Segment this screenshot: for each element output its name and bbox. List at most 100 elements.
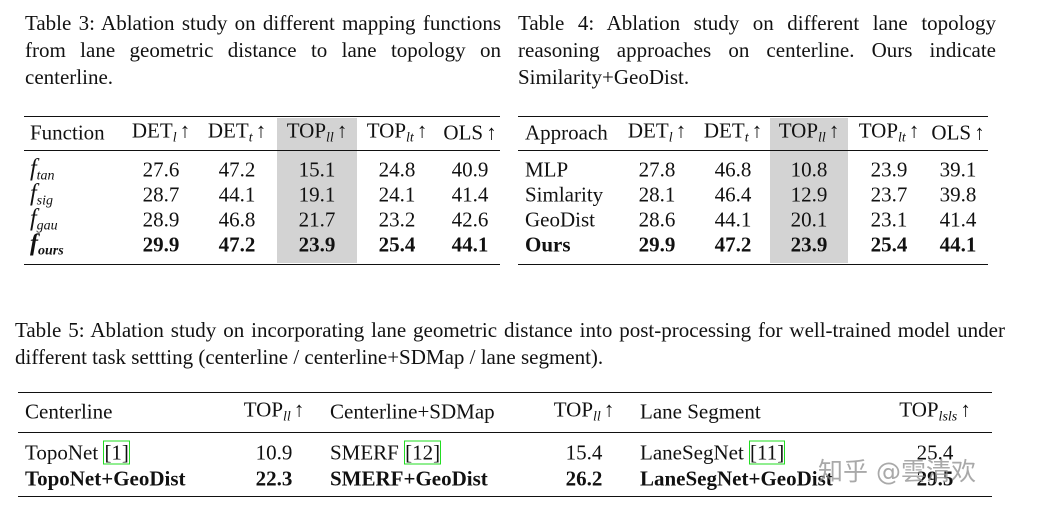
cell-text: SMERF: [330, 440, 399, 465]
table-cell: 25.4: [870, 232, 908, 257]
table-cell: SMERF+GeoDist: [330, 466, 488, 491]
cell-text: TOP: [243, 397, 284, 422]
table-cell: 24.1: [378, 182, 416, 207]
table-cell: 40.9: [451, 157, 489, 182]
arrow: ↑: [751, 118, 763, 143]
table-cell: Simlarity: [525, 182, 604, 207]
table-cell: LaneSegNet [11]: [640, 440, 786, 465]
table-cell: Approach: [525, 120, 608, 145]
table-cell: 28.7: [142, 182, 180, 207]
subscript: l: [172, 130, 177, 146]
subscript: lt: [406, 130, 414, 146]
table-rule: [18, 432, 992, 433]
table-cell: TOPlsls ↑: [899, 397, 971, 425]
arrow: ↑: [960, 397, 971, 422]
cell-text: f: [30, 155, 37, 182]
table-cell: Ours: [525, 232, 571, 257]
subscript: ll: [283, 409, 291, 425]
table-cell: 47.2: [218, 232, 256, 257]
table-rule: [518, 150, 988, 151]
citation-link[interactable]: [11]: [749, 440, 786, 465]
subscript: l: [668, 130, 673, 146]
highlight-column: [277, 118, 357, 263]
table-cell: 28.6: [638, 207, 676, 232]
table4-caption: Table 4: Ablation study on different lan…: [518, 11, 996, 89]
table-cell: 41.4: [451, 182, 489, 207]
table-cell: 46.4: [714, 182, 752, 207]
table5-caption: Table 5: Ablation study on incorporating…: [15, 318, 1005, 369]
table-cell: 23.2: [378, 207, 416, 232]
table-cell: 22.3: [255, 466, 293, 491]
table-cell: 46.8: [714, 157, 752, 182]
subscript: ll: [593, 409, 601, 425]
cell-text: LaneSegNet: [640, 440, 744, 465]
table-cell: 41.4: [939, 207, 977, 232]
arrow: ↑: [255, 118, 267, 143]
subscript: t: [248, 130, 253, 146]
table-cell: 20.1: [790, 207, 828, 232]
table-rule: [18, 392, 992, 393]
table-cell: 29.9: [638, 232, 676, 257]
table-cell: fgau: [30, 207, 58, 234]
table-cell: 39.1: [939, 157, 977, 182]
table-cell: 10.9: [255, 440, 293, 465]
table3-caption: Table 3: Ablation study on different map…: [25, 11, 501, 89]
table-cell: TOPll ↑: [778, 118, 840, 146]
cell-text: f: [30, 180, 37, 207]
table-cell: Centerline: [25, 399, 113, 424]
table-rule: [18, 496, 992, 497]
cell-text: TOP: [778, 118, 819, 143]
cell-text: TOP: [366, 118, 407, 143]
table-cell: 15.4: [565, 440, 603, 465]
table-cell: DETl ↑: [132, 120, 190, 146]
cell-text: DET: [627, 118, 669, 143]
table-cell: 12.9: [790, 182, 828, 207]
arrow: ↑: [293, 397, 305, 422]
table-cell: 15.1: [298, 157, 336, 182]
watermark: 知乎 @雲清欢: [818, 457, 976, 486]
table-cell: SMERF [12]: [330, 440, 442, 465]
subscript: lt: [898, 130, 906, 146]
table-cell: 44.1: [218, 182, 256, 207]
table-cell: 23.9: [298, 232, 336, 257]
table-cell: ftan: [30, 157, 55, 184]
table-cell: 19.1: [298, 182, 336, 207]
table-cell: 25.4: [916, 440, 954, 465]
cell-text: OLS: [443, 120, 484, 145]
table-cell: fsig: [30, 182, 53, 209]
table-cell: Lane Segment: [640, 399, 761, 424]
table-cell: DETt ↑: [704, 118, 763, 146]
subscript: t: [744, 130, 749, 146]
cell-text: OLS: [931, 120, 972, 145]
subscript: ll: [326, 130, 334, 146]
table-cell: GeoDist: [525, 207, 595, 232]
arrow: ↑: [416, 118, 428, 143]
subscript: sig: [36, 193, 54, 209]
subscript: ours: [38, 243, 64, 259]
citation-link[interactable]: [12]: [404, 440, 442, 465]
subscript: tan: [36, 168, 55, 184]
table-cell: 25.4: [378, 232, 416, 257]
table-cell: TopoNet+GeoDist: [25, 466, 186, 491]
table-cell: 28.9: [142, 207, 180, 232]
table-cell: 23.9: [870, 157, 908, 182]
arrow: ↑: [336, 118, 348, 143]
table-cell: 23.1: [870, 207, 908, 232]
table-cell: 21.7: [298, 207, 336, 232]
citation-link[interactable]: [1]: [103, 440, 130, 465]
subscript: lsls: [938, 409, 958, 425]
arrow: ↑: [908, 118, 920, 143]
table-cell: 27.8: [638, 157, 676, 182]
arrow: ↑: [486, 120, 497, 145]
table-cell: OLS ↑: [443, 120, 497, 145]
table-cell: 44.1: [714, 207, 752, 232]
table-rule: [24, 150, 500, 151]
table-cell: 28.1: [638, 182, 676, 207]
cell-text: TOP: [858, 118, 899, 143]
arrow: ↑: [974, 120, 985, 145]
table-cell: Centerline+SDMap: [330, 399, 495, 424]
cell-text: TOP: [899, 397, 939, 422]
table-cell: MLP: [525, 157, 569, 182]
table-rule: [518, 264, 988, 265]
